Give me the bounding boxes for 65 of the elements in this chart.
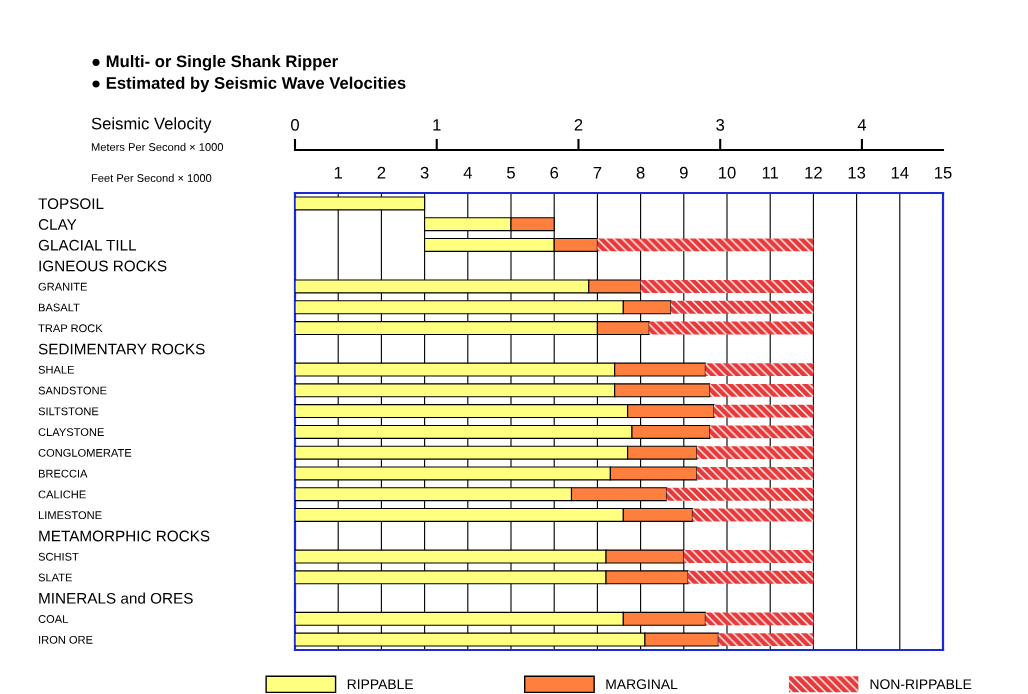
x2-tick-label: 4 [857, 119, 867, 131]
y-tick-label: LIMESTONE [38, 511, 102, 520]
x2-tick-label: 3 [716, 118, 725, 131]
x2-tick-label: 1 [433, 119, 441, 131]
x-tick-label: 6 [550, 166, 559, 179]
y-tick-label: CLAYSTONE [38, 428, 104, 437]
y-tick-label: TOPSOIL [38, 198, 104, 210]
y-tick-label: SILTSTONE [38, 407, 99, 416]
y-tick-label: SHALE [38, 365, 75, 374]
x-tick-label: 8 [636, 166, 645, 179]
bar [714, 404, 814, 418]
legend-label: NON-RIPPABLE [870, 679, 972, 690]
x-tick-label: 5 [507, 166, 515, 179]
bar [692, 508, 814, 522]
bar [670, 300, 814, 314]
y-tick-label: TRAP ROCK [38, 324, 103, 333]
y-tick-label: GLACIAL TILL [38, 239, 137, 251]
y-tick-label: CLAY [38, 219, 77, 230]
y-tick-label: SANDSTONE [38, 386, 107, 395]
y-tick-label: CALICHE [38, 490, 86, 499]
y-tick-label: SLATE [38, 573, 72, 582]
x-tick-label: 14 [891, 166, 909, 179]
bar [640, 280, 814, 293]
x-tick-label: 4 [463, 166, 472, 179]
legend-label: RIPPABLE [347, 679, 413, 689]
legend-label: MARGINAL [606, 679, 678, 690]
y-tick-label: SCHIST [38, 552, 79, 561]
x-tick-label: 9 [679, 166, 688, 179]
x-tick-label: 2 [377, 166, 386, 179]
y-tick-label: METAMORPHIC ROCKS [39, 530, 210, 542]
x-tick-label: 3 [420, 166, 429, 179]
bar [705, 612, 814, 626]
x-tick-label: 7 [593, 166, 602, 179]
x-tick-label: 13 [848, 166, 866, 179]
x-tick-label: 10 [719, 166, 736, 179]
x-tick-label: 11 [762, 166, 779, 179]
bar [688, 570, 814, 584]
bar [718, 633, 814, 647]
bar [709, 383, 814, 397]
x2-tick-label: 0 [291, 118, 299, 131]
y-tick-label: COAL [38, 615, 68, 623]
x-tick-label: 1 [334, 166, 343, 179]
x-axis-title: Feet Per Second × 1000 [91, 173, 212, 182]
bar [683, 550, 814, 563]
bar [649, 321, 814, 335]
x-tick-label: 15 [935, 166, 952, 179]
y-tick-label: MINERALS and ORES [39, 592, 193, 604]
y-tick-label: SEDIMENTARY ROCKS [38, 343, 205, 355]
x2-axis-title: Meters Per Second × 1000 [91, 142, 224, 151]
y-tick-label: GRANITE [38, 282, 87, 291]
y-tick-label: BASALT [38, 303, 80, 312]
y-tick-label: IGNEOUS ROCKS [39, 260, 167, 272]
bar [666, 487, 814, 501]
bar [709, 425, 814, 439]
x2-tick-label: 2 [574, 118, 583, 131]
bar [705, 363, 814, 377]
chart-title: ● Multi- or Single Shank Ripper ● Estimated by Seismic Wave Velocities [92, 55, 406, 93]
x-tick-label: 12 [805, 166, 822, 179]
y-tick-label: BRECCIA [38, 469, 88, 478]
bar [696, 446, 814, 460]
y-tick-label: CONGLOMERATE [38, 448, 132, 457]
bar [696, 466, 814, 480]
bar [597, 238, 814, 252]
text: Seismic Velocity [91, 117, 212, 133]
y-tick-label: IRON ORE [39, 635, 93, 644]
